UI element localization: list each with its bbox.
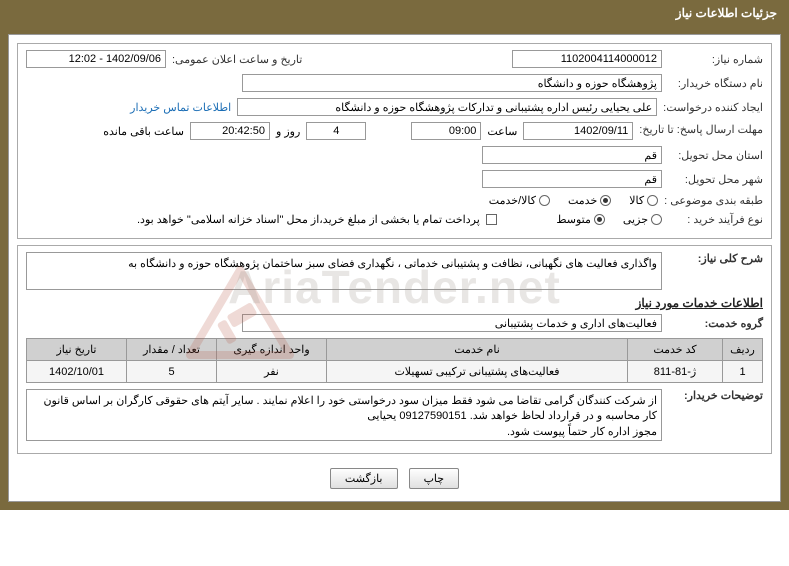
days-and-label: روز و bbox=[276, 125, 300, 138]
time-remaining-value: 20:42:50 bbox=[190, 122, 270, 140]
time-label: ساعت bbox=[487, 125, 517, 138]
radio-goods[interactable]: کالا bbox=[629, 194, 658, 207]
overview-label: شرح کلی نیاز: bbox=[668, 252, 763, 265]
th-name: نام خدمت bbox=[327, 339, 628, 361]
days-remaining-value: 4 bbox=[306, 122, 366, 140]
row-need-number: شماره نیاز: 1102004114000012 تاریخ و ساع… bbox=[26, 50, 763, 68]
main-wrapper: شماره نیاز: 1102004114000012 تاریخ و ساع… bbox=[0, 26, 789, 510]
announce-datetime-value: 1402/09/06 - 12:02 bbox=[26, 50, 166, 68]
need-number-value: 1102004114000012 bbox=[512, 50, 662, 68]
requester-label: ایجاد کننده درخواست: bbox=[663, 101, 763, 114]
td-row: 1 bbox=[723, 361, 763, 383]
row-province: استان محل تحویل: قم bbox=[26, 146, 763, 164]
back-button[interactable]: بازگشت bbox=[330, 468, 398, 489]
th-row: ردیف bbox=[723, 339, 763, 361]
row-overview: شرح کلی نیاز: واگذاری فعالیت های نگهبانی… bbox=[26, 252, 763, 290]
button-row: چاپ بازگشت bbox=[17, 460, 772, 493]
table-row: 1 ژ-81-811 فعالیت‌های پشتیبانی ترکیبی تس… bbox=[27, 361, 763, 383]
row-process-type: نوع فرآیند خرید : جزیی متوسط پرداخت تمام… bbox=[26, 213, 763, 226]
radio-icon bbox=[600, 195, 611, 206]
td-date: 1402/10/01 bbox=[27, 361, 127, 383]
radio-goods-label: کالا bbox=[629, 194, 644, 207]
services-title: اطلاعات خدمات مورد نیاز bbox=[26, 296, 763, 310]
row-city: شهر محل تحویل: قم bbox=[26, 170, 763, 188]
radio-minor-label: جزیی bbox=[623, 213, 648, 226]
print-button[interactable]: چاپ bbox=[409, 468, 460, 489]
service-group-label: گروه خدمت: bbox=[668, 317, 763, 330]
inner-panel: شماره نیاز: 1102004114000012 تاریخ و ساع… bbox=[8, 34, 781, 502]
buyer-notes-label: توضیحات خریدار: bbox=[668, 389, 763, 402]
radio-service[interactable]: خدمت bbox=[568, 194, 611, 207]
row-requester: ایجاد کننده درخواست: علی یحیایی رئیس ادا… bbox=[26, 98, 763, 116]
buyer-notes-text: از شرکت کنندگان گرامی تقاضا می شود فقط م… bbox=[26, 389, 662, 441]
radio-both[interactable]: کالا/خدمت bbox=[489, 194, 550, 207]
radio-minor[interactable]: جزیی bbox=[623, 213, 662, 226]
row-buyer-org: نام دستگاه خریدار: پژوهشگاه حوزه و دانشگ… bbox=[26, 74, 763, 92]
deadline-date-value: 1402/09/11 bbox=[523, 122, 633, 140]
category-label: طبقه بندی موضوعی : bbox=[664, 194, 763, 207]
treasury-note: پرداخت تمام یا بخشی از مبلغ خرید،از محل … bbox=[137, 213, 480, 226]
process-type-label: نوع فرآیند خرید : bbox=[668, 213, 763, 226]
service-group-value: فعالیت‌های اداری و خدمات پشتیبانی bbox=[242, 314, 662, 332]
general-section: شماره نیاز: 1102004114000012 تاریخ و ساع… bbox=[17, 43, 772, 239]
th-code: کد خدمت bbox=[628, 339, 723, 361]
services-table: ردیف کد خدمت نام خدمت واحد اندازه گیری ت… bbox=[26, 338, 763, 383]
td-code: ژ-81-811 bbox=[628, 361, 723, 383]
td-unit: نفر bbox=[217, 361, 327, 383]
radio-service-label: خدمت bbox=[568, 194, 597, 207]
delivery-city-value: قم bbox=[482, 170, 662, 188]
row-category: طبقه بندی موضوعی : کالا خدمت کالا/خدمت bbox=[26, 194, 763, 207]
radio-medium-label: متوسط bbox=[556, 213, 591, 226]
description-section: شرح کلی نیاز: واگذاری فعالیت های نگهبانی… bbox=[17, 245, 772, 454]
requester-value: علی یحیایی رئیس اداره پشتیبانی و تدارکات… bbox=[237, 98, 657, 116]
row-buyer-notes: توضیحات خریدار: از شرکت کنندگان گرامی تق… bbox=[26, 389, 763, 441]
announce-datetime-label: تاریخ و ساعت اعلان عمومی: bbox=[172, 53, 302, 66]
need-number-label: شماره نیاز: bbox=[668, 53, 763, 66]
process-radio-group: جزیی متوسط bbox=[556, 213, 662, 226]
radio-icon bbox=[651, 214, 662, 225]
td-qty: 5 bbox=[127, 361, 217, 383]
radio-both-label: کالا/خدمت bbox=[489, 194, 536, 207]
deadline-label: مهلت ارسال پاسخ: تا تاریخ: bbox=[639, 124, 763, 137]
page-title: جزئیات اطلاعات نیاز bbox=[676, 6, 777, 20]
deadline-time-value: 09:00 bbox=[411, 122, 481, 140]
delivery-province-value: قم bbox=[482, 146, 662, 164]
th-date: تاریخ نیاز bbox=[27, 339, 127, 361]
radio-medium[interactable]: متوسط bbox=[556, 213, 605, 226]
radio-icon bbox=[647, 195, 658, 206]
buyer-org-label: نام دستگاه خریدار: bbox=[668, 77, 763, 90]
radio-icon bbox=[539, 195, 550, 206]
row-service-group: گروه خدمت: فعالیت‌های اداری و خدمات پشتی… bbox=[26, 314, 763, 332]
page-header: جزئیات اطلاعات نیاز bbox=[0, 0, 789, 26]
td-name: فعالیت‌های پشتیبانی ترکیبی تسهیلات bbox=[327, 361, 628, 383]
table-header-row: ردیف کد خدمت نام خدمت واحد اندازه گیری ت… bbox=[27, 339, 763, 361]
delivery-province-label: استان محل تحویل: bbox=[668, 149, 763, 162]
radio-icon bbox=[594, 214, 605, 225]
category-radio-group: کالا خدمت کالا/خدمت bbox=[489, 194, 658, 207]
overview-text: واگذاری فعالیت های نگهبانی، نظافت و پشتی… bbox=[26, 252, 662, 290]
buyer-org-value: پژوهشگاه حوزه و دانشگاه bbox=[242, 74, 662, 92]
th-qty: تعداد / مقدار bbox=[127, 339, 217, 361]
delivery-city-label: شهر محل تحویل: bbox=[668, 173, 763, 186]
time-remaining-label: ساعت باقی مانده bbox=[103, 125, 184, 138]
row-deadline: مهلت ارسال پاسخ: تا تاریخ: 1402/09/11 سا… bbox=[26, 122, 763, 140]
contact-link[interactable]: اطلاعات تماس خریدار bbox=[130, 101, 231, 114]
treasury-checkbox[interactable] bbox=[486, 214, 497, 225]
th-unit: واحد اندازه گیری bbox=[217, 339, 327, 361]
